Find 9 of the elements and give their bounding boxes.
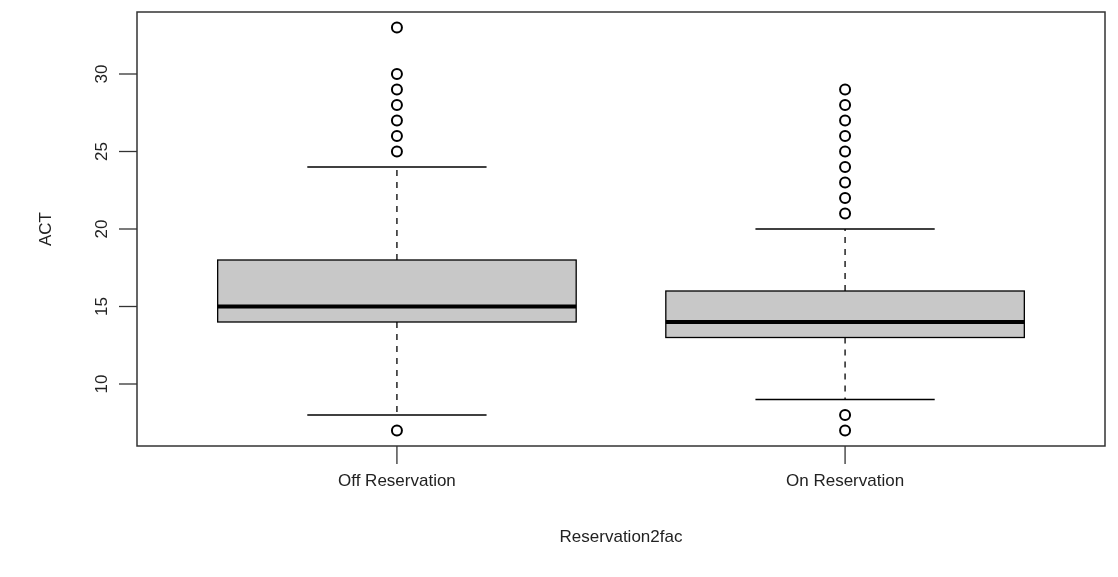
y-tick-label: 25: [91, 142, 111, 161]
x-tick-label: Off Reservation: [338, 470, 456, 490]
y-tick-label: 15: [91, 297, 111, 316]
y-tick-label: 30: [91, 64, 111, 84]
y-tick-label: 10: [91, 374, 111, 394]
x-tick-label: On Reservation: [786, 470, 905, 490]
y-tick-label: 20: [91, 219, 111, 239]
y-axis-title: ACT: [35, 212, 55, 246]
x-axis-title: Reservation2fac: [559, 526, 683, 546]
